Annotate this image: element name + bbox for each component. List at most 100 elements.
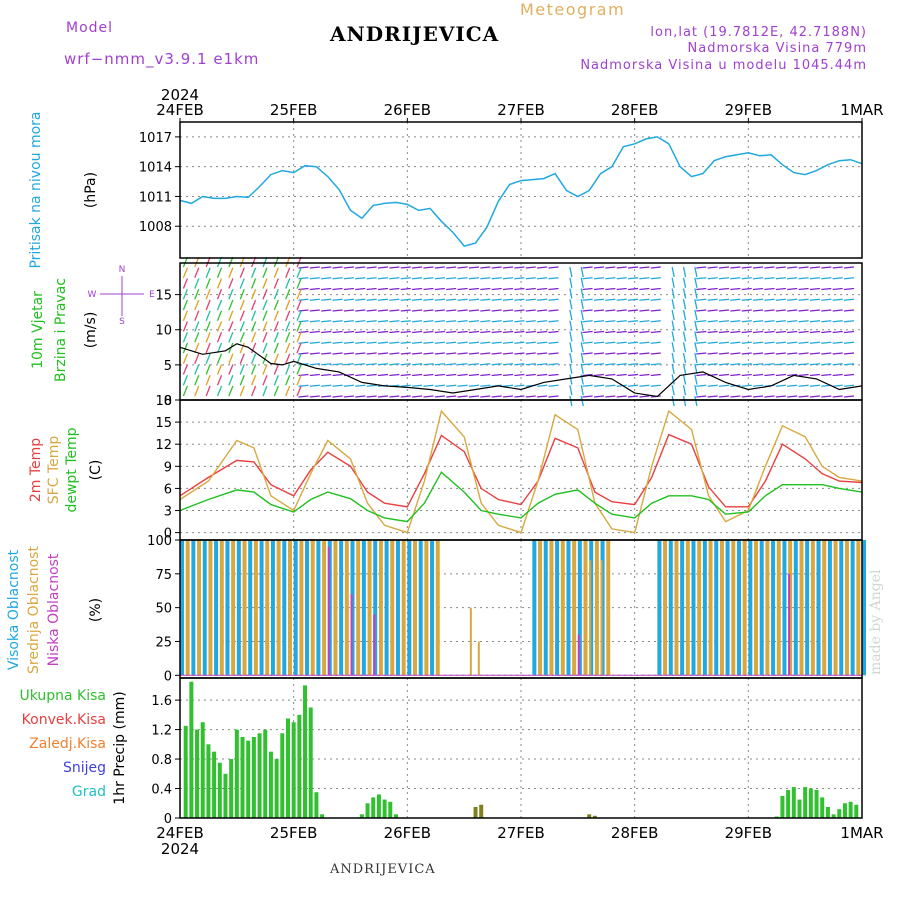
wind-barb [377,287,389,291]
wind-barb [309,363,320,366]
wind-barb [389,277,400,280]
wind-barb [694,299,698,310]
wind-barb [434,330,445,334]
wind-barb [273,267,279,278]
wind-barb [593,352,605,355]
cloud-bar [566,540,571,676]
wind-barb [273,278,279,289]
wind-barb [580,288,584,299]
wind-barb [616,309,627,312]
cloud-bar [202,540,207,676]
wind-barb [821,298,832,301]
wind-barb [696,363,707,366]
wind-barb [400,363,411,366]
wind-barb [309,298,320,301]
wind-barb [650,352,661,355]
wind-barb [616,352,627,355]
wind-barb [321,277,332,280]
wind-barb [468,341,480,344]
wind-barb [843,384,855,387]
wind-barb [775,352,786,355]
wind-barb [753,266,764,269]
wind-barb [182,332,189,343]
cloud-bar [668,540,673,676]
wind-barb [400,266,411,269]
wind-barb [228,310,234,321]
wind-barb [569,299,573,310]
wind-barb [694,363,698,374]
wind-barb [741,266,752,269]
temp-axis-label: SFC Temp [46,436,62,505]
wind-barb [798,330,809,334]
wind-barb [355,363,366,366]
wind-barb [355,330,366,334]
wind-barb [216,299,223,311]
cloud-bar [401,540,406,676]
wind-barb [205,299,211,311]
wind-barb [718,287,730,291]
cloud-bar [782,540,787,676]
cloud-bar [378,540,383,676]
wind-barb [730,341,741,344]
wind-barb [355,384,366,387]
wind-barb [321,363,332,366]
wind-barb [468,373,480,377]
meteogram-label: Meteogram [520,0,626,19]
wind-barb [537,287,548,291]
wind-barb [682,320,687,331]
wind-barb [798,352,809,355]
wind-barb [764,277,775,280]
wind-barb [228,364,234,375]
wind-barb [389,352,400,355]
ytick-label: 6 [164,482,172,497]
wind-barb [605,341,616,344]
wind-barb [593,266,605,269]
precip-bar [848,801,853,818]
wind-barb [741,384,752,387]
wind-barb [502,384,514,387]
precip-bar [200,722,205,818]
wind-barb [412,373,423,377]
wind-barb [593,363,605,366]
cloud-bar [680,540,685,676]
wind-barb [821,266,832,269]
wind-barb [251,332,257,343]
wind-barb [389,309,400,312]
wind-barb [843,330,855,334]
wind-barb [502,330,514,334]
wind-barb [514,384,525,387]
model-label: Model [66,20,114,36]
wind-barb [718,352,730,355]
precip-legend-1: Konvek.Kisa [22,712,106,728]
ytick-label: 50 [155,602,172,617]
wind-barb [377,341,389,344]
wind-barb [628,395,639,398]
wind-barb [332,309,343,312]
wind-barb [480,363,491,366]
wind-barb [194,321,200,332]
wind-barb [580,395,584,407]
precip-bar [274,759,279,818]
wind-barb [605,309,616,312]
wind-barb [593,320,605,323]
wind-barb [377,277,389,280]
cloud-bar [322,540,327,676]
wind-barb [809,277,821,280]
wind-barb [216,353,223,364]
marks-layer [179,136,866,818]
wind-barb [194,278,200,289]
wind-barb [366,320,377,323]
precip-bar [303,685,308,818]
wind-barb [696,277,707,280]
wind-barb [514,352,525,355]
wind-barb [332,352,343,355]
wind-barb [182,299,189,311]
precip-bar [825,806,830,818]
wind-barb [730,352,741,355]
wind-barb [412,330,423,334]
wind-barb [718,363,730,366]
wind-barb [628,373,639,377]
wind-barb [332,298,343,301]
cloud-bar [339,540,344,676]
